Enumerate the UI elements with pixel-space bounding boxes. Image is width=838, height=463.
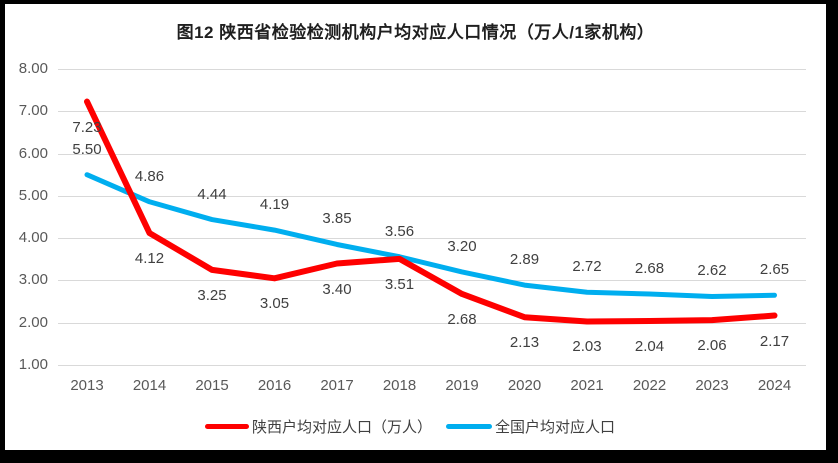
data-label: 2.89 xyxy=(509,251,540,269)
x-axis-tick-label: 2016 xyxy=(257,377,292,394)
legend-line-swatch xyxy=(205,423,249,429)
gridline xyxy=(58,238,806,240)
x-axis-tick-label: 2014 xyxy=(132,377,167,394)
y-axis-tick-label: 3.00 xyxy=(18,271,48,289)
gridline xyxy=(58,322,806,324)
gridline xyxy=(58,280,806,282)
y-axis-tick-label: 1.00 xyxy=(18,356,48,373)
x-axis-tick-label: 2015 xyxy=(195,377,229,394)
chart-title: 图12 陕西省检验检测机构户均对应人口情况（万人/1家机构） xyxy=(176,23,655,42)
data-label: 2.04 xyxy=(634,338,665,356)
data-label: 7.23 xyxy=(72,118,102,136)
data-label: 3.56 xyxy=(384,222,415,240)
data-label: 3.05 xyxy=(259,295,290,313)
data-label: 2.17 xyxy=(759,332,790,350)
x-axis-tick-label: 2022 xyxy=(632,377,667,394)
data-label: 4.19 xyxy=(259,196,290,214)
series-line xyxy=(84,98,778,325)
gridline xyxy=(58,365,806,366)
legend-item: 陕西户均对应人口（万人） xyxy=(205,414,432,438)
data-label: 3.85 xyxy=(322,210,352,228)
data-label: 4.12 xyxy=(134,250,165,268)
y-axis-tick-label: 7.00 xyxy=(18,102,48,120)
legend-label: 陕西户均对应人口（万人） xyxy=(252,418,433,436)
data-label: 2.65 xyxy=(759,261,790,279)
x-axis-tick-label: 2021 xyxy=(570,377,604,394)
data-label: 3.25 xyxy=(197,286,227,304)
legend-label: 全国户均对应人口 xyxy=(495,418,616,436)
data-label: 4.86 xyxy=(134,167,165,185)
gridline xyxy=(58,153,806,155)
gridline xyxy=(58,69,806,70)
y-axis-tick-label: 4.00 xyxy=(18,229,48,247)
y-axis-tick-label: 5.00 xyxy=(18,186,48,204)
legend-item: 全国户均对应人口 xyxy=(446,414,615,438)
data-label: 2.13 xyxy=(509,334,540,352)
x-axis-tick-label: 2018 xyxy=(382,377,417,394)
data-label: 5.50 xyxy=(72,140,102,158)
data-label: 3.51 xyxy=(384,275,415,293)
x-axis-tick-label: 2023 xyxy=(695,377,729,394)
x-axis-tick-label: 2020 xyxy=(507,377,542,394)
data-label: 4.44 xyxy=(197,185,227,203)
data-label: 3.20 xyxy=(447,237,477,255)
data-label: 2.72 xyxy=(572,258,602,276)
data-label: 3.40 xyxy=(322,280,352,298)
data-label: 2.68 xyxy=(447,310,477,328)
y-axis-tick-label: 2.00 xyxy=(18,313,48,331)
data-label: 2.62 xyxy=(697,262,727,280)
data-label: 2.68 xyxy=(634,259,665,277)
x-axis-tick-label: 2017 xyxy=(320,377,354,394)
gridline xyxy=(58,195,806,197)
y-axis-tick-label: 6.00 xyxy=(18,144,48,162)
series-line xyxy=(84,172,777,299)
gridline xyxy=(58,111,806,113)
legend: 陕西户均对应人口（万人） 全国户均对应人口 xyxy=(5,414,826,438)
data-label: 2.06 xyxy=(697,337,727,355)
legend-line-swatch xyxy=(446,423,492,429)
x-axis-tick-label: 2019 xyxy=(445,377,479,394)
x-axis-tick-label: 2013 xyxy=(70,377,104,394)
data-label: 2.03 xyxy=(572,338,602,356)
y-axis-tick-label: 8.00 xyxy=(18,60,48,77)
x-axis-tick-label: 2024 xyxy=(757,377,792,394)
series-lines xyxy=(84,98,778,325)
